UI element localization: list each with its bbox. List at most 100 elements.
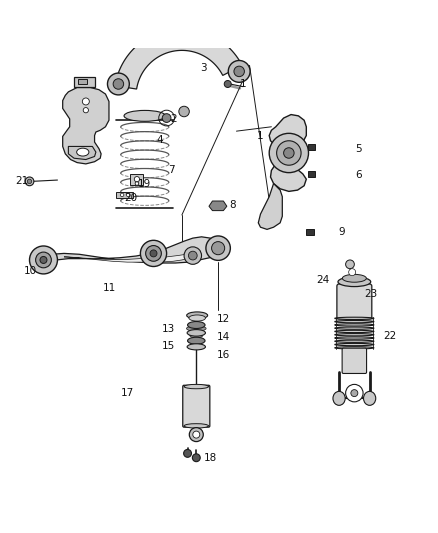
Circle shape — [135, 182, 139, 185]
Circle shape — [113, 79, 124, 89]
Ellipse shape — [124, 110, 166, 122]
Ellipse shape — [187, 329, 205, 336]
Circle shape — [277, 141, 301, 165]
Circle shape — [146, 246, 161, 261]
Circle shape — [346, 384, 363, 402]
Circle shape — [234, 66, 244, 77]
Ellipse shape — [335, 343, 374, 346]
Text: 2: 2 — [170, 114, 177, 124]
Text: 16: 16 — [217, 350, 230, 360]
Ellipse shape — [187, 337, 205, 344]
Ellipse shape — [187, 312, 208, 319]
Text: 7: 7 — [168, 165, 174, 175]
Circle shape — [82, 98, 89, 105]
Text: 11: 11 — [103, 284, 117, 293]
Polygon shape — [38, 237, 221, 263]
Ellipse shape — [187, 321, 205, 328]
Circle shape — [120, 193, 124, 197]
Text: 13: 13 — [162, 325, 175, 334]
Polygon shape — [115, 29, 242, 89]
Circle shape — [27, 179, 32, 183]
Text: 12: 12 — [217, 314, 230, 324]
Ellipse shape — [184, 424, 208, 428]
Circle shape — [228, 60, 250, 82]
FancyBboxPatch shape — [131, 174, 144, 185]
Polygon shape — [258, 183, 283, 229]
Circle shape — [179, 106, 189, 117]
Polygon shape — [269, 115, 306, 191]
Ellipse shape — [189, 315, 205, 321]
Ellipse shape — [190, 333, 203, 338]
Circle shape — [346, 260, 354, 269]
Text: 8: 8 — [229, 200, 235, 211]
Ellipse shape — [343, 274, 366, 282]
Ellipse shape — [335, 320, 374, 323]
Circle shape — [162, 114, 171, 123]
Circle shape — [134, 176, 140, 182]
Ellipse shape — [187, 344, 205, 350]
FancyBboxPatch shape — [307, 144, 315, 150]
Text: 23: 23 — [364, 288, 378, 298]
Ellipse shape — [335, 327, 374, 329]
Circle shape — [150, 250, 157, 257]
Circle shape — [184, 247, 201, 264]
Ellipse shape — [187, 326, 206, 331]
Text: 1: 1 — [257, 131, 264, 141]
Circle shape — [127, 193, 130, 197]
Text: 3: 3 — [201, 63, 207, 73]
Polygon shape — [74, 77, 95, 87]
FancyBboxPatch shape — [337, 284, 372, 319]
Text: 21: 21 — [15, 176, 28, 187]
Text: 24: 24 — [316, 276, 329, 286]
Text: 6: 6 — [355, 170, 362, 180]
FancyBboxPatch shape — [183, 385, 210, 427]
Circle shape — [83, 108, 88, 113]
Polygon shape — [209, 201, 227, 211]
Circle shape — [192, 454, 200, 462]
FancyBboxPatch shape — [342, 348, 367, 374]
Ellipse shape — [335, 346, 374, 349]
Text: 14: 14 — [217, 332, 230, 342]
Circle shape — [193, 431, 200, 438]
Circle shape — [351, 390, 358, 397]
Polygon shape — [68, 147, 96, 159]
Circle shape — [107, 73, 129, 95]
Circle shape — [184, 449, 191, 457]
Circle shape — [269, 133, 308, 173]
FancyBboxPatch shape — [306, 229, 314, 235]
Text: 10: 10 — [24, 266, 37, 276]
Text: 15: 15 — [162, 341, 175, 351]
Ellipse shape — [335, 330, 374, 333]
Ellipse shape — [333, 391, 345, 405]
Circle shape — [206, 236, 230, 261]
Circle shape — [188, 251, 197, 260]
Circle shape — [189, 427, 203, 441]
FancyBboxPatch shape — [116, 192, 134, 198]
FancyBboxPatch shape — [78, 79, 87, 84]
Ellipse shape — [338, 277, 371, 287]
Circle shape — [29, 246, 57, 274]
Polygon shape — [64, 253, 196, 262]
Text: 1: 1 — [240, 79, 246, 89]
Ellipse shape — [364, 391, 376, 405]
Text: 17: 17 — [121, 388, 134, 398]
Ellipse shape — [335, 337, 374, 339]
Circle shape — [349, 269, 356, 276]
Circle shape — [212, 241, 225, 255]
Ellipse shape — [184, 384, 208, 389]
Text: 22: 22 — [384, 332, 397, 341]
Text: 20: 20 — [124, 192, 138, 203]
Text: 5: 5 — [355, 143, 362, 154]
Circle shape — [284, 148, 294, 158]
FancyBboxPatch shape — [307, 171, 315, 177]
Text: 4: 4 — [157, 135, 163, 145]
Ellipse shape — [335, 317, 374, 319]
Circle shape — [40, 256, 47, 263]
Circle shape — [141, 240, 166, 266]
Circle shape — [35, 252, 51, 268]
Ellipse shape — [77, 148, 89, 156]
Polygon shape — [63, 87, 109, 164]
Text: 18: 18 — [204, 453, 217, 463]
Text: 19: 19 — [138, 180, 152, 189]
Ellipse shape — [335, 334, 374, 336]
